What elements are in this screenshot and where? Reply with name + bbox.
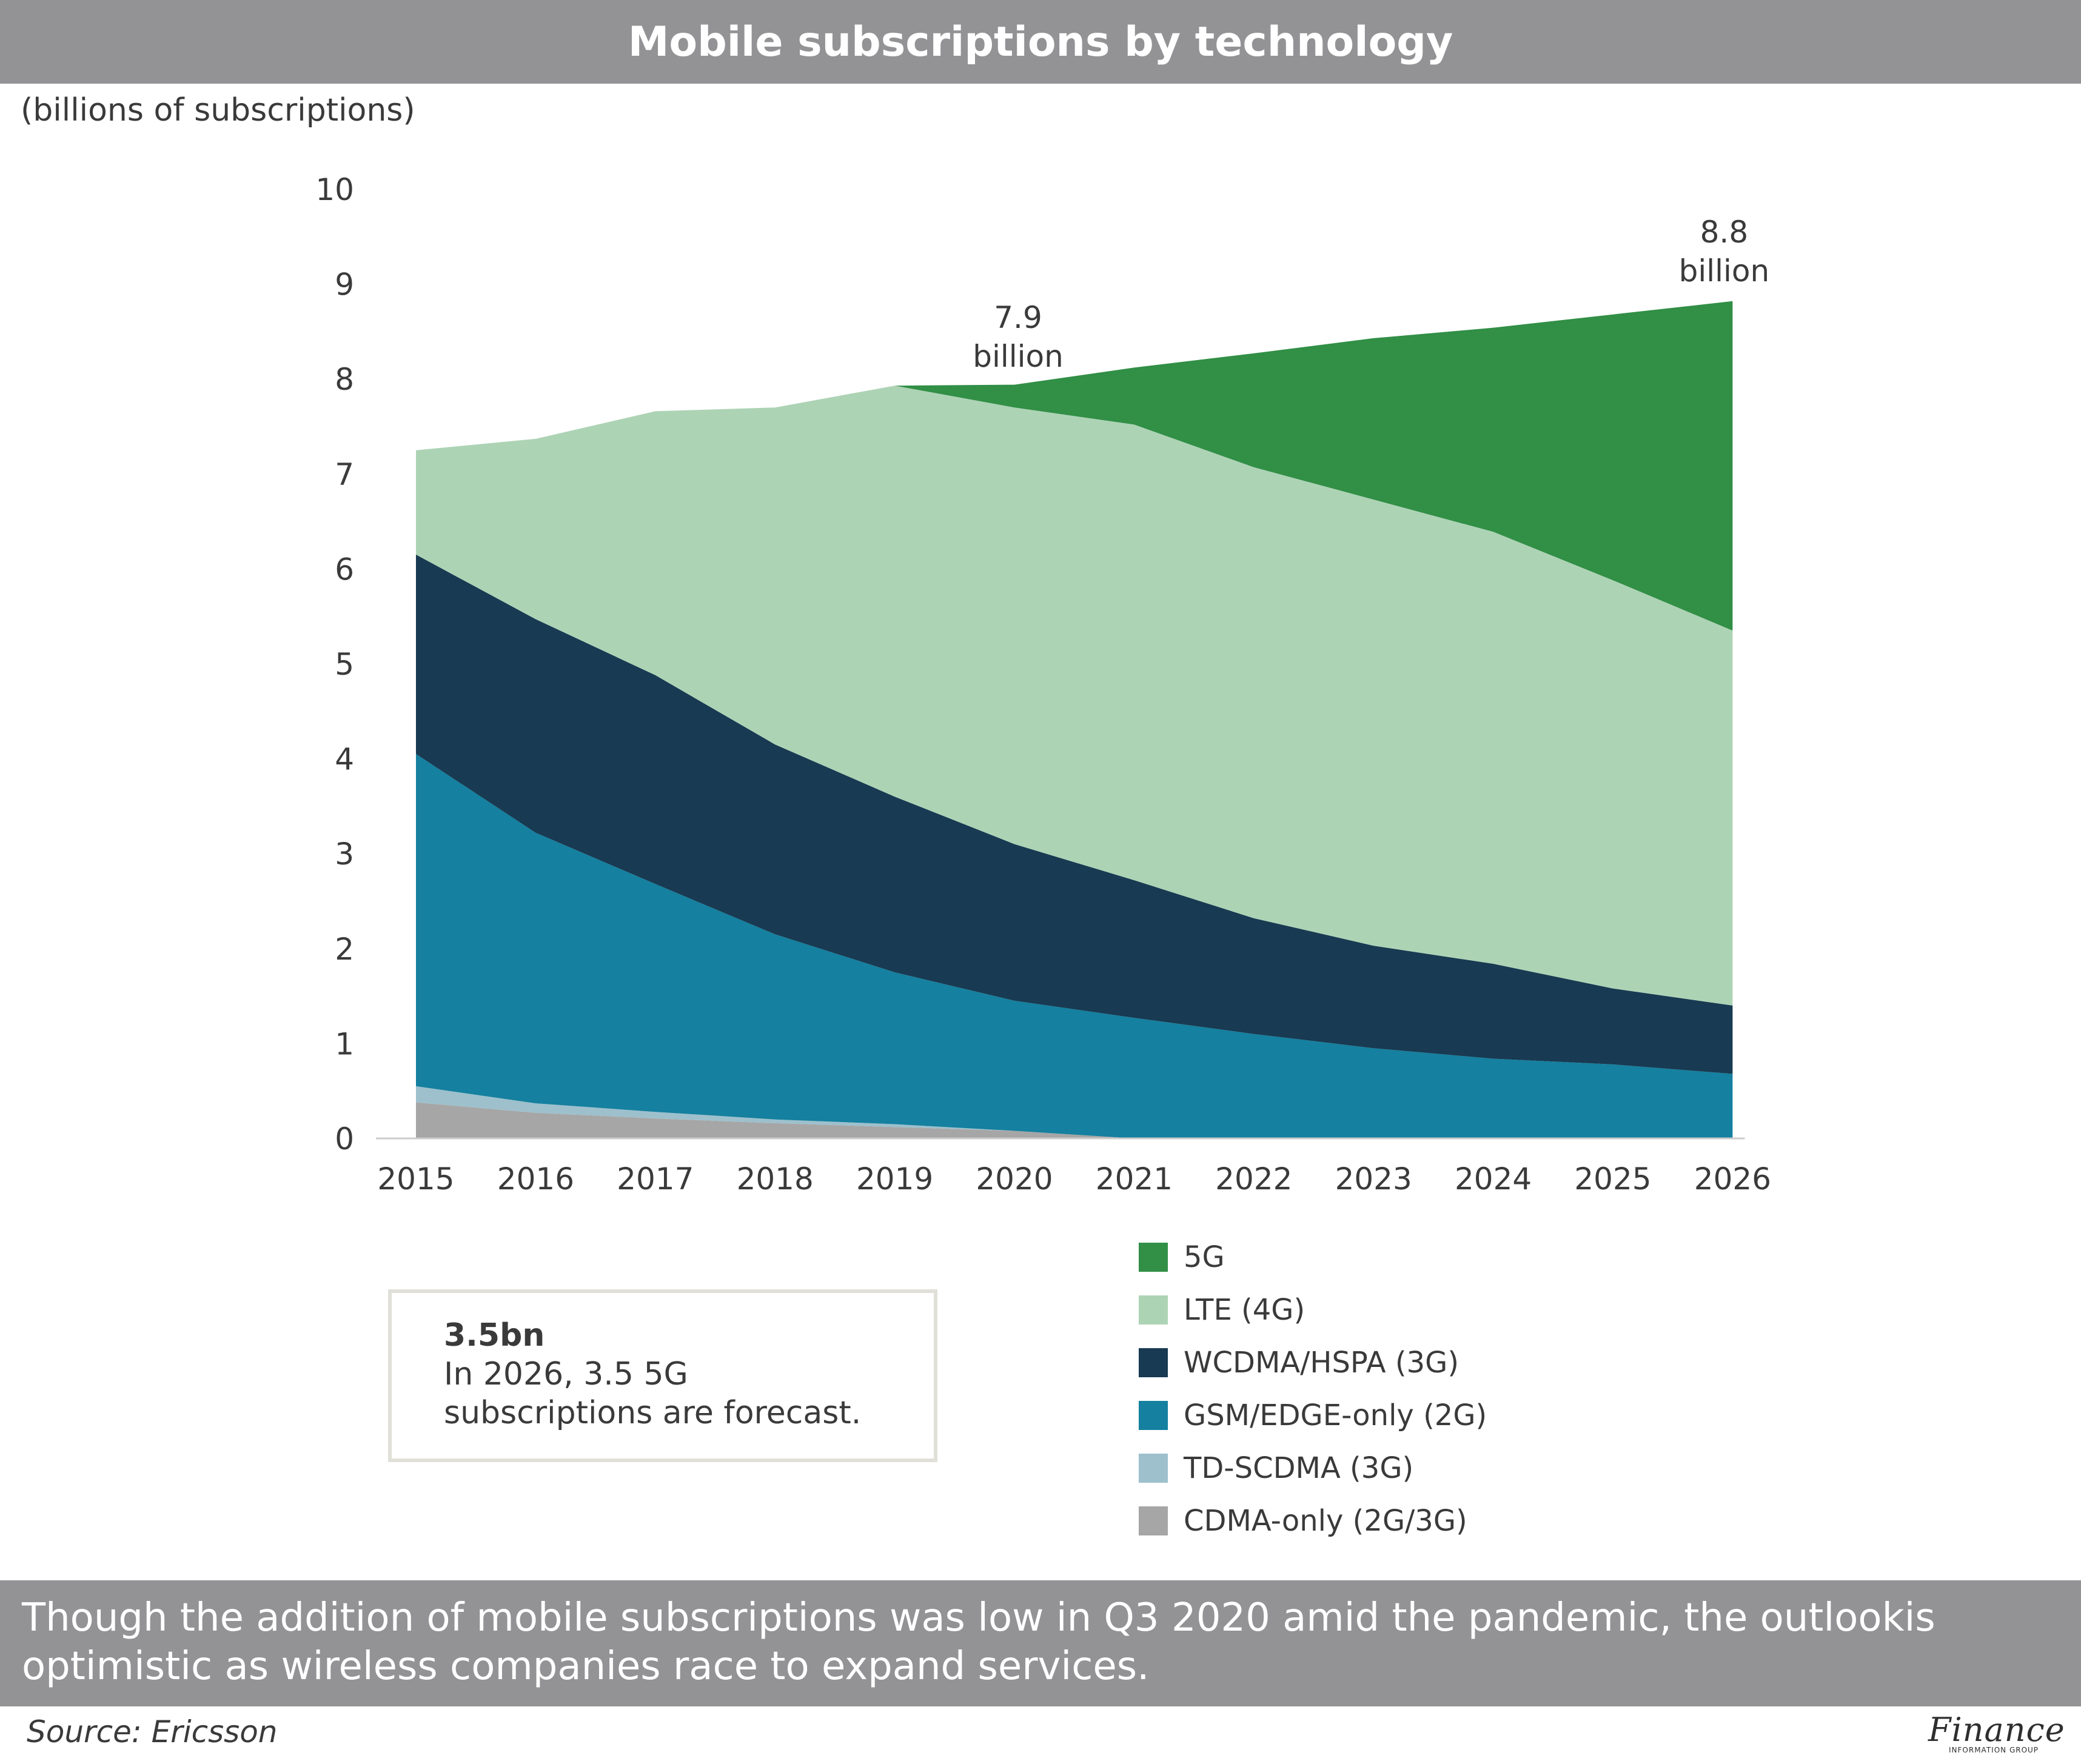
y-tick-label: 3 (335, 837, 354, 872)
annotation-unit: billion (1679, 253, 1770, 289)
legend-swatch (1139, 1242, 1168, 1272)
legend-label: CDMA-only (2G/3G) (1184, 1503, 1467, 1538)
area-cdma-only-2g-3g (416, 1102, 1733, 1138)
legend-item-wcdma: WCDMA/HSPA (3G) (1139, 1336, 1487, 1389)
area-lte-4g (416, 386, 1733, 1006)
y-axis-ticks: 0 1 2 3 4 5 6 7 8 9 10 (315, 172, 354, 1157)
callout-text: In 2026, 3.5 5G subscriptions are foreca… (444, 1356, 862, 1431)
legend-label: GSM/EDGE-only (2G) (1184, 1398, 1487, 1432)
x-tick-label: 2023 (1335, 1161, 1412, 1197)
x-tick-label: 2022 (1215, 1161, 1292, 1197)
x-tick-label: 2017 (617, 1161, 694, 1197)
legend-label: WCDMA/HSPA (3G) (1184, 1345, 1459, 1380)
x-tick-label: 2024 (1455, 1161, 1532, 1197)
legend-item-lte: LTE (4G) (1139, 1283, 1487, 1336)
legend-swatch (1139, 1400, 1168, 1430)
y-tick-label: 2 (335, 932, 354, 967)
chart-areas (376, 301, 1745, 1140)
legend-item-td-scdma: TD-SCDMA (3G) (1139, 1442, 1487, 1494)
x-tick-label: 2015 (377, 1161, 454, 1197)
logo-subtitle: INFORMATION GROUP (1949, 1746, 2039, 1754)
legend-label: TD-SCDMA (3G) (1184, 1451, 1414, 1485)
y-tick-label: 0 (335, 1121, 354, 1157)
area-5g (416, 301, 1733, 631)
y-tick-label: 8 (335, 362, 354, 397)
legend-label: LTE (4G) (1184, 1292, 1305, 1327)
logo-wordmark: Finance (1928, 1711, 2065, 1749)
x-tick-label: 2026 (1694, 1161, 1771, 1197)
y-tick-label: 7 (335, 457, 354, 492)
area-wcdma-hspa-3g (416, 554, 1733, 1074)
y-axis-unit-label: (billions of subscriptions) (21, 92, 415, 129)
x-tick-label: 2021 (1096, 1161, 1173, 1197)
x-tick-label: 2025 (1574, 1161, 1651, 1197)
y-tick-label: 5 (335, 647, 354, 682)
caption-bar: Though the addition of mobile subscripti… (0, 1580, 2081, 1706)
x-tick-label: 2018 (737, 1161, 814, 1197)
y-tick-label: 10 (315, 172, 354, 207)
x-tick-label: 2019 (856, 1161, 933, 1197)
annotation-unit: billion (973, 339, 1064, 374)
y-tick-label: 1 (335, 1026, 354, 1061)
y-tick-label: 4 (335, 742, 354, 777)
legend-item-cdma: CDMA-only (2G/3G) (1139, 1494, 1487, 1547)
legend-label: 5G (1184, 1240, 1225, 1274)
callout-box: 3.5bn In 2026, 3.5 5G subscriptions are … (388, 1289, 937, 1462)
legend-swatch (1139, 1295, 1168, 1325)
x-tick-label: 2016 (497, 1161, 574, 1197)
caption-text: Though the addition of mobile subscripti… (22, 1595, 1935, 1689)
area-gsm-edge-only-2g (416, 753, 1733, 1138)
legend: 5G LTE (4G) WCDMA/HSPA (3G) GSM/EDGE-onl… (1139, 1231, 1487, 1547)
source-note: Source: Ericsson (27, 1714, 278, 1749)
title-bar: Mobile subscriptions by technology (0, 0, 2081, 84)
chart-title: Mobile subscriptions by technology (628, 18, 1453, 66)
annotation-value: 7.9 (994, 300, 1042, 335)
annotation-value: 8.8 (1700, 215, 1749, 250)
finance-logo: Finance INFORMATION GROUP (1928, 1711, 2065, 1759)
legend-item-gsm: GSM/EDGE-only (2G) (1139, 1389, 1487, 1442)
y-tick-label: 9 (335, 267, 354, 302)
legend-swatch (1139, 1348, 1168, 1377)
y-tick-label: 6 (335, 552, 354, 587)
x-tick-label: 2020 (976, 1161, 1053, 1197)
chart: 0 1 2 3 4 5 6 7 8 9 10 2015 2016 2017 2018 2019 2020 202… (315, 172, 1771, 1197)
legend-item-5g: 5G (1139, 1231, 1487, 1283)
callout-headline: 3.5bn (444, 1317, 545, 1354)
legend-swatch (1139, 1506, 1168, 1535)
x-axis-ticks: 2015 2016 2017 2018 2019 2020 2021 2022 2023 2024… (377, 1161, 1771, 1197)
legend-swatch (1139, 1453, 1168, 1483)
